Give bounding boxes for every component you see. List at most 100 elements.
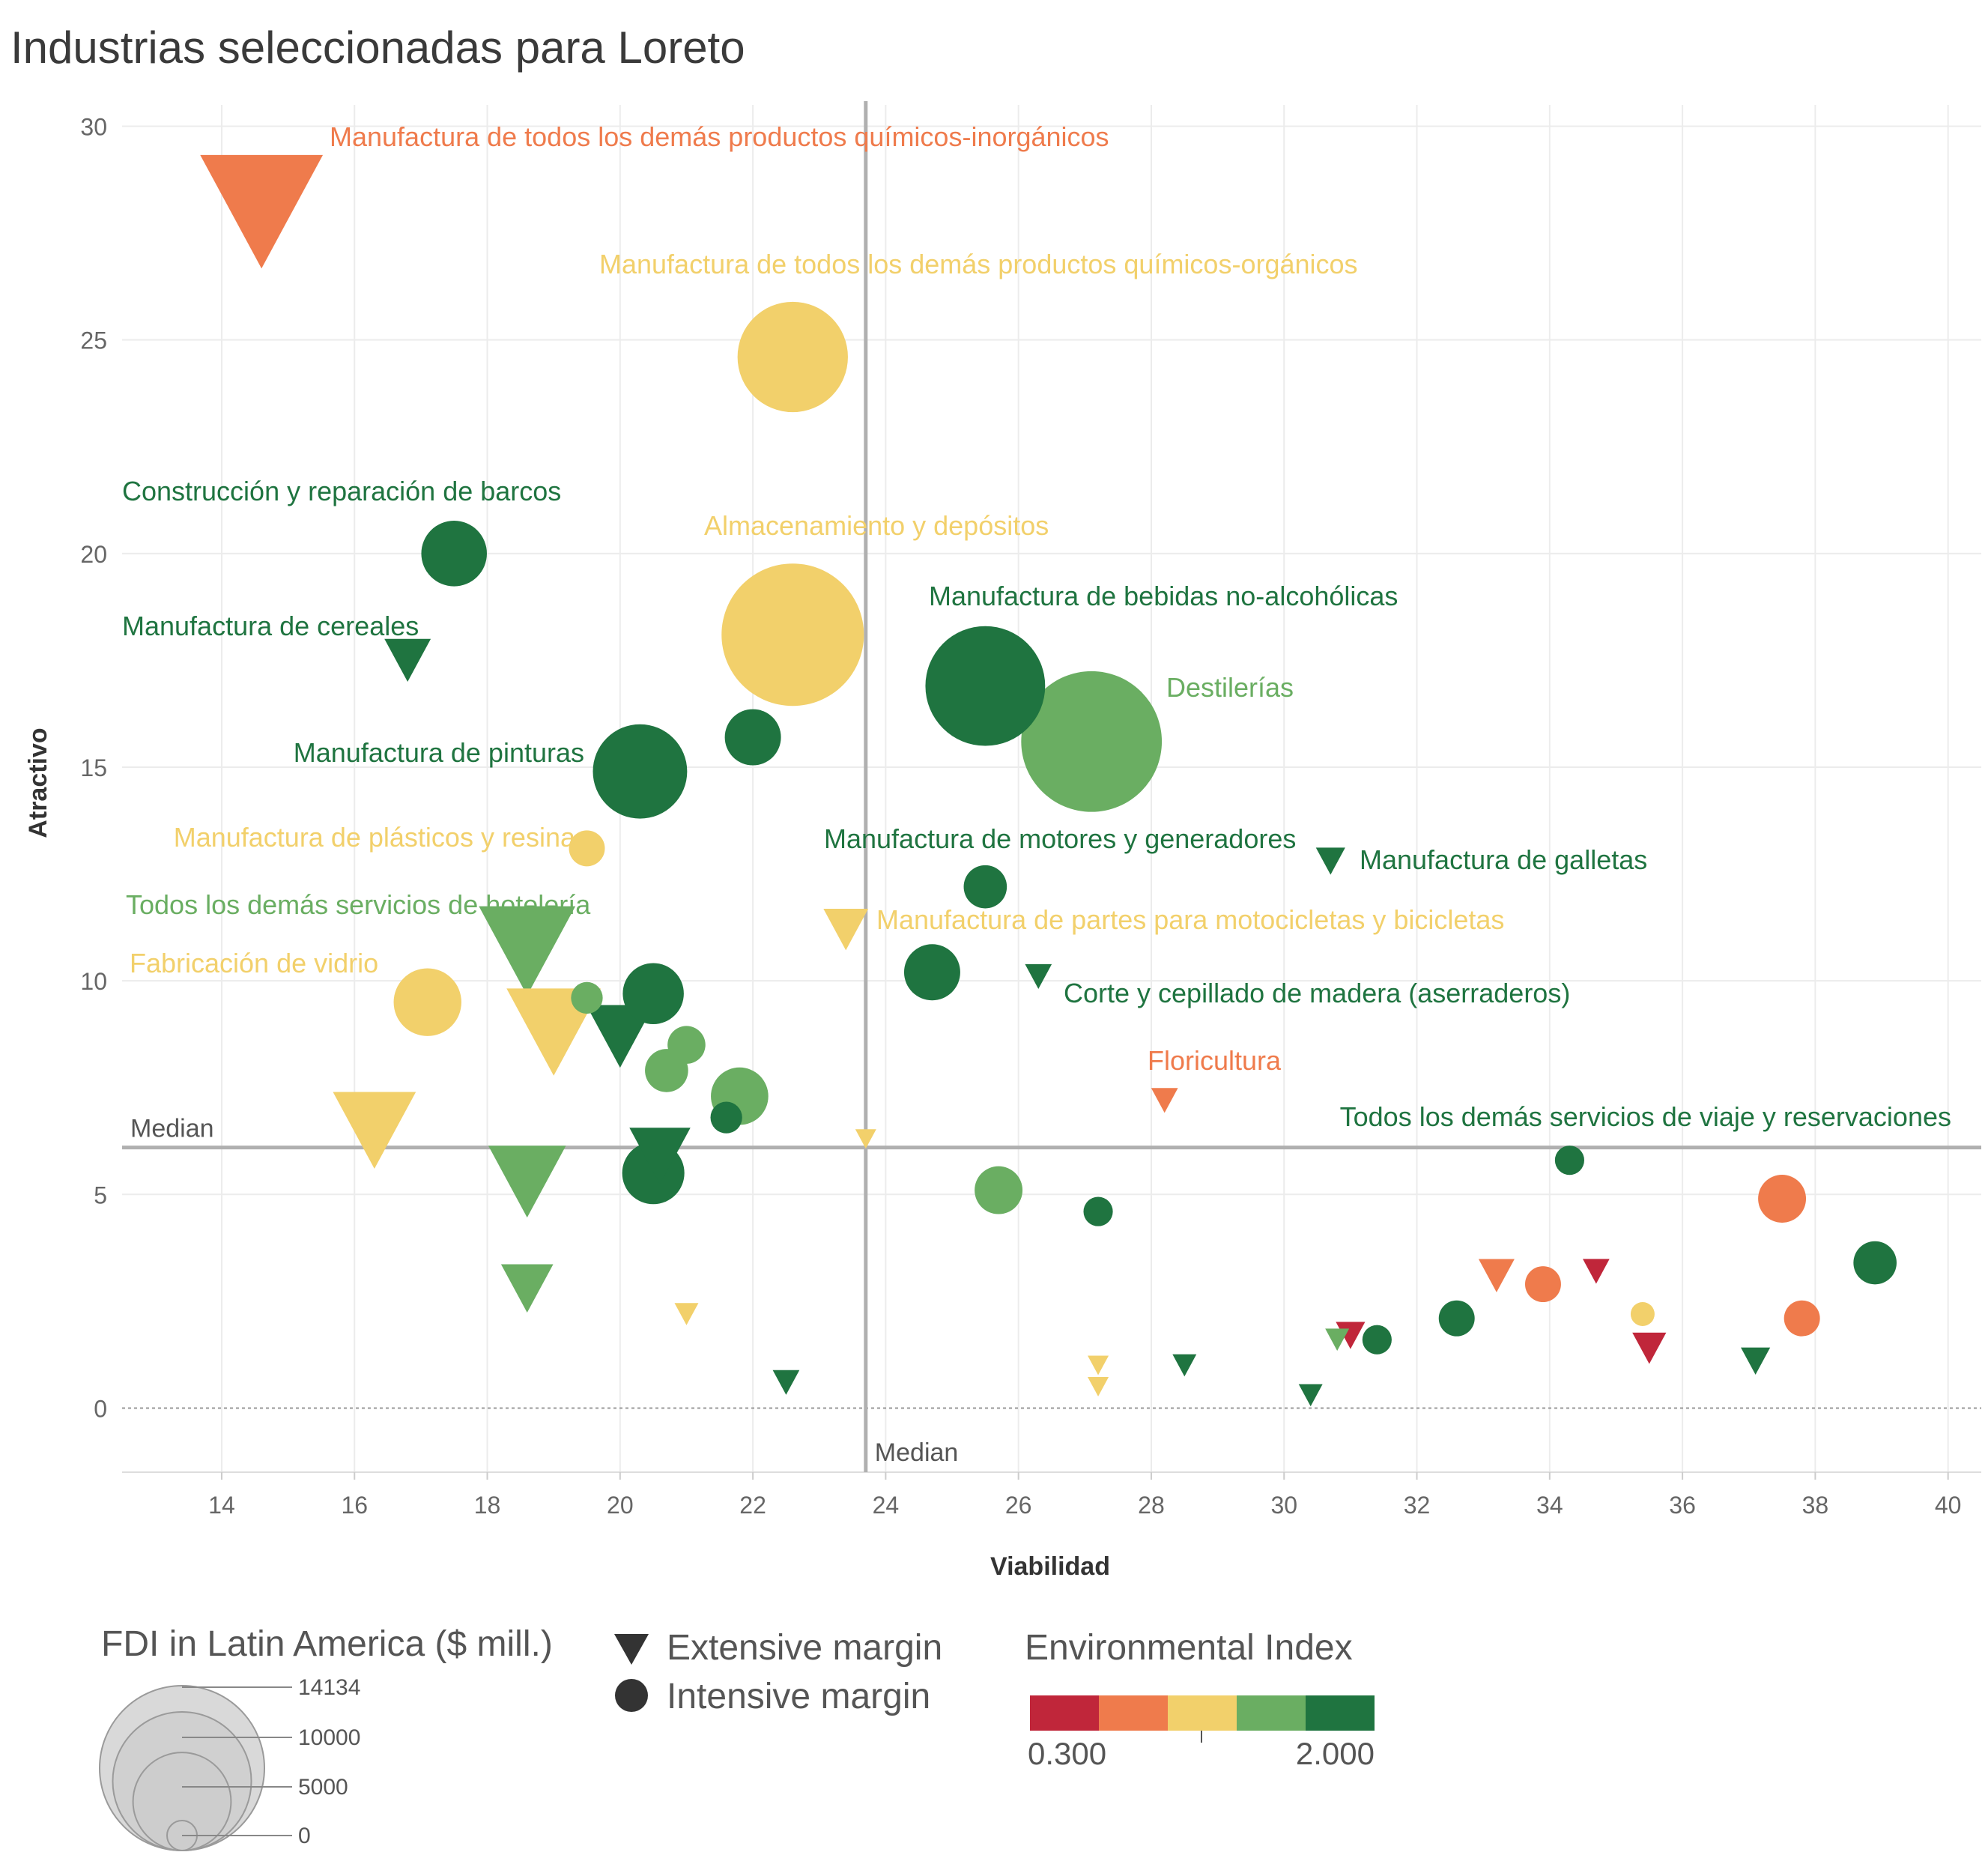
x-tick-label: 22: [739, 1492, 766, 1519]
data-point-circle: [737, 301, 848, 413]
data-point-circle: [393, 968, 461, 1036]
size-legend: FDI in Latin America ($ mill.) 14134 1000…: [99, 1624, 553, 1852]
color-legend-min: 0.300: [1028, 1736, 1106, 1771]
data-point-circle: [1083, 1196, 1113, 1226]
data-point-circle: [975, 1166, 1023, 1214]
color-legend-title: Environmental Index: [1025, 1628, 1353, 1668]
size-legend-value: 10000: [298, 1725, 360, 1750]
data-label: Manufactura de galletas: [1360, 844, 1647, 875]
data-point-circle: [1554, 1146, 1584, 1175]
data-point-triangle: [1583, 1259, 1610, 1284]
data-point-circle: [721, 563, 864, 706]
data-point-circle: [1362, 1325, 1392, 1355]
color-legend-swatch: [1099, 1695, 1168, 1731]
data-point-circle: [1021, 671, 1163, 812]
data-point-triangle: [1325, 1328, 1350, 1351]
x-axis-title: Viabilidad: [990, 1552, 1110, 1581]
x-tick-label: 32: [1404, 1492, 1431, 1519]
size-legend-value: 14134: [298, 1675, 360, 1700]
data-point-circle: [622, 963, 684, 1024]
data-label: Manufactura de todos los demás productos…: [599, 249, 1358, 279]
y-tick-label: 0: [94, 1395, 107, 1422]
data-label: Manufactura de bebidas no-alcohólicas: [929, 581, 1398, 611]
circle-icon: [615, 1679, 648, 1712]
data-point-circle: [667, 1026, 706, 1064]
data-label: Corte y cepillado de madera (aserraderos…: [1064, 978, 1570, 1008]
triangle-icon: [614, 1634, 649, 1665]
x-tick-label: 24: [873, 1492, 900, 1519]
data-point-triangle: [772, 1370, 800, 1395]
axes: 14 16 18 20 22 24 26 28 30 32 34 36 38 40 0 5 10 15 20 25 30: [80, 114, 1981, 1519]
data-point-triangle: [1741, 1347, 1771, 1375]
size-legend-circles: 14134 10000 5000 0: [99, 1675, 360, 1852]
data-label: Manufactura de partes para motocicletas …: [876, 904, 1504, 935]
data-point-circle: [1784, 1300, 1820, 1337]
color-legend-swatches: [1030, 1695, 1375, 1731]
color-legend-swatch: [1168, 1695, 1237, 1731]
data-label: Manufactura de plásticos y resina: [174, 822, 576, 853]
x-tick-label: 20: [607, 1492, 634, 1519]
color-legend-swatch: [1030, 1695, 1099, 1731]
data-point-triangle: [1088, 1355, 1109, 1376]
data-label: Floricultura: [1148, 1045, 1282, 1076]
color-legend-swatch: [1306, 1695, 1375, 1731]
x-tick-label: 16: [341, 1492, 368, 1519]
data-marks: [200, 154, 1897, 1407]
data-point-circle: [903, 944, 960, 1001]
x-tick-label: 14: [208, 1492, 235, 1519]
data-point-triangle: [1298, 1384, 1323, 1407]
x-tick-label: 36: [1669, 1492, 1696, 1519]
data-point-triangle: [674, 1303, 699, 1325]
shape-legend: Extensive margin Intensive margin: [614, 1628, 942, 1716]
data-point-circle: [421, 521, 487, 587]
data-point-triangle: [1088, 1376, 1109, 1397]
data-point-triangle: [629, 1128, 691, 1184]
median-lines: Median Median: [122, 101, 1981, 1472]
color-legend-swatch: [1237, 1695, 1306, 1731]
data-label: Todos los demás servicios de viaje y res…: [1340, 1101, 1951, 1132]
y-tick-label: 30: [80, 114, 107, 141]
data-point-circle: [571, 981, 603, 1014]
data-point-circle: [593, 724, 688, 819]
data-point-triangle: [500, 1264, 554, 1313]
legend: FDI in Latin America ($ mill.) 14134 1000…: [99, 1624, 1375, 1852]
data-point-circle: [963, 865, 1007, 909]
data-label: Manufactura de cereales: [122, 611, 419, 641]
data-label: Manufactura de pinturas: [294, 737, 584, 768]
data-label: Fabricación de vidrio: [130, 948, 378, 978]
data-point-triangle: [333, 1092, 416, 1169]
data-point-triangle: [1151, 1088, 1178, 1113]
data-point-circle: [1853, 1241, 1897, 1285]
data-label: Destilerías: [1166, 672, 1294, 703]
size-legend-value: 0: [298, 1824, 311, 1848]
y-tick-label: 25: [80, 327, 107, 354]
data-label: Manufactura de todos los demás productos…: [330, 121, 1109, 152]
data-point-circle: [724, 709, 781, 766]
data-point-triangle: [1025, 963, 1052, 989]
size-legend-title: FDI in Latin America ($ mill.): [101, 1624, 553, 1664]
x-tick-label: 34: [1536, 1492, 1563, 1519]
data-label: Construcción y reparación de barcos: [122, 476, 561, 506]
x-tick-label: 40: [1935, 1492, 1962, 1519]
size-legend-value: 5000: [298, 1775, 348, 1800]
x-tick-label: 30: [1270, 1492, 1297, 1519]
data-point-triangle: [586, 1005, 655, 1068]
color-legend: Environmental Index 0.300 2.000: [1025, 1628, 1375, 1771]
x-tick-label: 28: [1138, 1492, 1165, 1519]
data-label: Todos los demás servicios de hotelería: [126, 889, 591, 920]
data-point-triangle: [1315, 847, 1345, 875]
data-label: Almacenamiento y depósitos: [704, 510, 1049, 541]
shape-legend-extensive: Extensive margin: [667, 1628, 942, 1668]
data-point-triangle: [855, 1129, 876, 1149]
median-x-label: Median: [875, 1438, 959, 1467]
median-y-label: Median: [130, 1115, 214, 1143]
data-point-circle: [925, 626, 1046, 746]
chart-title: Industrias seleccionadas para Loreto: [10, 22, 745, 73]
y-tick-label: 20: [80, 541, 107, 568]
data-point-triangle: [384, 638, 431, 683]
x-tick-label: 26: [1005, 1492, 1032, 1519]
data-point-triangle: [1632, 1332, 1667, 1364]
data-point-triangle: [488, 1146, 566, 1218]
shape-legend-intensive: Intensive margin: [667, 1677, 930, 1716]
